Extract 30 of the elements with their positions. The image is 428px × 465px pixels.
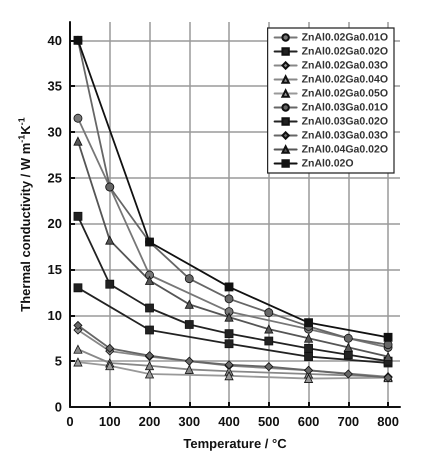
x-tick-label: 200 [138,414,160,429]
y-tick-label: 30 [48,124,62,140]
y-axis-title: Thermal conductivity / W m-1K-1 [16,117,33,312]
y-tick-label: 5 [54,354,62,369]
legend-label: ZnAl0.03Ga0.03O [302,130,388,142]
legend-label: ZnAl0.02Ga0.05O [302,88,388,100]
x-tick-label: 400 [218,414,240,429]
x-axis-title: Temperature / °C [183,436,288,451]
y-tick-label: 25 [48,170,62,186]
x-tick-label: 700 [337,414,360,429]
x-tick-label: 800 [377,414,399,429]
legend-label: ZnAl0.04Ga0.02O [302,144,388,156]
x-tick-label: 600 [298,414,320,429]
legend-label: ZnAl0.03Ga0.02O [302,116,388,128]
y-tick-label: 10 [48,308,62,323]
legend-label: ZnAl0.02Ga0.03O [302,60,388,72]
legend-label: ZnAl0.02Ga0.04O [302,74,388,86]
x-tick-label: 0 [66,414,74,429]
legend-label: ZnAl0.03Ga0.01O [302,102,388,114]
x-tick-label: 300 [178,414,200,429]
y-tick-label: 40 [48,32,62,48]
y-tick-label: 0 [54,400,62,414]
y-tick-label: 20 [48,216,62,232]
y-tick-label: 15 [48,262,62,277]
legend-label: ZnAl0.02O [302,158,354,170]
legend-label: ZnAl0.02Ga0.02O [302,46,388,58]
x-tick-label: 500 [258,414,280,429]
x-tick-label: 100 [98,414,121,429]
y-tick-label: 35 [48,78,62,94]
legend-label: ZnAl0.02Ga0.01O [302,32,388,44]
